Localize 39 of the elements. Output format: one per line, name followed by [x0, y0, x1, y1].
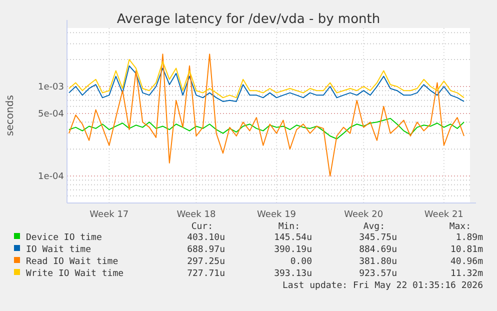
text: 923.57u: [359, 269, 397, 279]
legend-label: Read IO Wait time: [26, 257, 118, 267]
text: 297.25u: [187, 257, 225, 267]
text: Max:: [449, 222, 471, 232]
line-series: [68, 65, 464, 102]
y-axis-title: seconds: [5, 95, 16, 136]
text: 40.96m: [450, 257, 483, 267]
y-tick-label: 1e-03: [38, 82, 64, 92]
y-tick-label: 1e-04: [38, 172, 64, 182]
text: Cur:: [191, 222, 213, 232]
text: 390.19u: [274, 245, 312, 255]
text: 403.10u: [187, 233, 225, 243]
x-tick-label: Week 20: [344, 210, 384, 220]
chart-title: Average latency for /dev/vda - by month: [116, 12, 380, 27]
x-tick-label: Week 18: [176, 210, 216, 220]
text: 11.32m: [450, 269, 483, 279]
text: Last update: Fri May 22 01:35:16 2026: [282, 281, 483, 291]
text: Avg:: [363, 222, 385, 232]
x-tick-label: Week 19: [257, 210, 296, 220]
text: 0.00: [290, 257, 312, 267]
line-series: [68, 54, 464, 177]
text: 1.89m: [456, 233, 483, 243]
line-series: [68, 59, 464, 98]
legend-label: Write IO Wait time: [26, 269, 124, 279]
legend-label: Device IO time: [26, 233, 102, 243]
text: 727.71u: [187, 269, 225, 279]
line-series: [68, 118, 464, 140]
legend-label: IO Wait time: [26, 245, 92, 255]
x-tick-label: Week 21: [424, 210, 464, 220]
text: 393.13u: [274, 269, 312, 279]
text: 10.81m: [450, 245, 483, 255]
y-tick-label: 5e-04: [38, 109, 64, 120]
text: 688.97u: [187, 245, 225, 255]
text: Min:: [278, 222, 300, 232]
text: 145.54u: [274, 233, 312, 243]
x-tick-label: Week 17: [90, 210, 129, 220]
text: 884.69u: [359, 245, 397, 255]
text: 345.75u: [359, 233, 397, 243]
text: 381.80u: [359, 257, 397, 267]
